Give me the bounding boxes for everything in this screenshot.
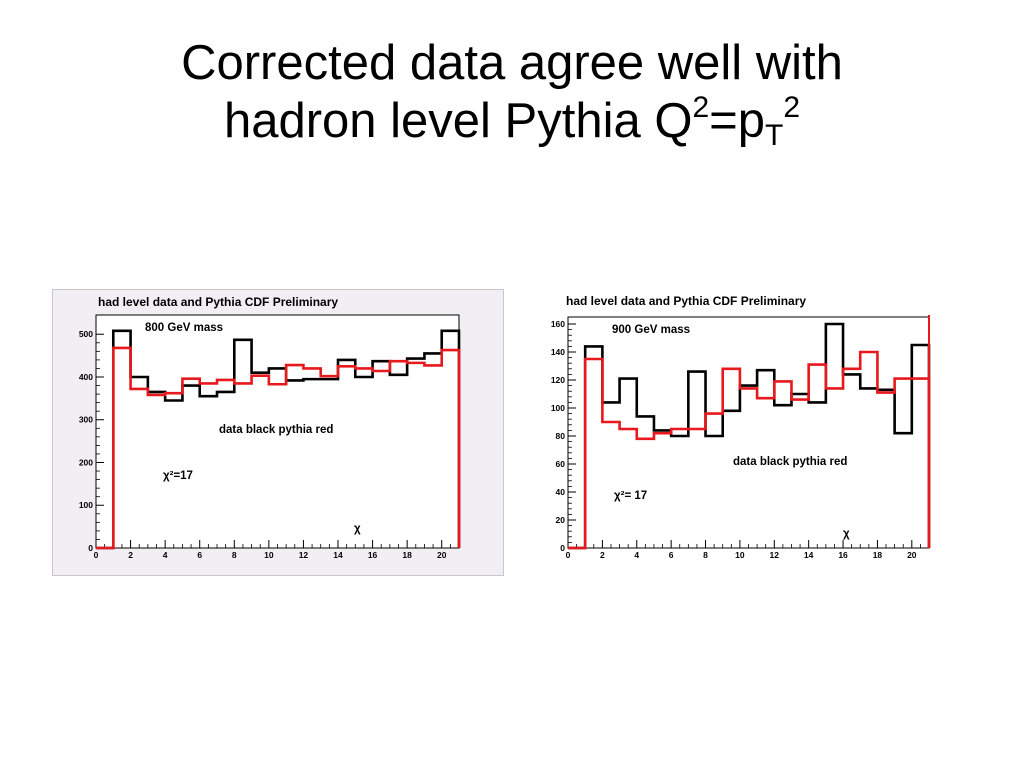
chart-panel-900gev: had level data and Pythia CDF Preliminar…: [546, 288, 934, 568]
x-tick-label: 4: [163, 550, 168, 560]
x-tick-label: 14: [804, 550, 814, 560]
y-tick-label: 500: [79, 329, 93, 339]
title-line-2-text: hadron level Pythia Q: [223, 94, 693, 148]
plot-frame: [95, 314, 460, 549]
chart-800gev-histogram: had level data and Pythia CDF Preliminar…: [79, 295, 461, 560]
x-tick-label: 4: [634, 550, 639, 560]
title-line-1: Corrected data agree well with: [181, 36, 843, 90]
title-line-2: hadron level Pythia Q2=pT2: [60, 91, 964, 152]
legend-annotation: data black pythia red: [219, 424, 333, 436]
x-tick-label: 10: [264, 550, 274, 560]
x-tick-label: 8: [703, 550, 708, 560]
x-tick-label: 12: [299, 550, 309, 560]
y-tick-label: 160: [551, 319, 565, 329]
title-q-exponent: 2: [692, 91, 710, 124]
x-tick-label: 20: [907, 550, 917, 560]
mass-annotation: 800 GeV mass: [145, 322, 223, 334]
y-tick-label: 300: [79, 415, 93, 425]
x-tick-label: 12: [770, 550, 780, 560]
chart-900gev-histogram: had level data and Pythia CDF Preliminar…: [551, 294, 931, 560]
x-tick-label: 6: [197, 550, 202, 560]
x-tick-label: 14: [333, 550, 343, 560]
mass-annotation: 900 GeV mass: [612, 324, 690, 336]
x-tick-label: 2: [128, 550, 133, 560]
chart-panel-800gev: had level data and Pythia CDF Preliminar…: [52, 289, 504, 576]
histogram-data-series: [96, 329, 461, 550]
legend-annotation: data black pythia red: [733, 456, 847, 468]
y-tick-label: 80: [556, 431, 566, 441]
y-tick-label: 0: [560, 543, 565, 553]
y-tick-label: 20: [556, 515, 566, 525]
y-tick-label: 40: [556, 487, 566, 497]
histogram-pythia-series: [96, 346, 461, 550]
chart-title: had level data and Pythia CDF Preliminar…: [98, 295, 338, 309]
y-tick-label: 400: [79, 372, 93, 382]
y-tick-label: 100: [79, 500, 93, 510]
chi2-annotation: χ²= 17: [614, 490, 647, 502]
title-equals-p: =p: [709, 94, 766, 148]
y-tick-label: 60: [556, 459, 566, 469]
x-tick-label: 18: [402, 550, 412, 560]
x-tick-label: 6: [669, 550, 674, 560]
slide-title: Corrected data agree well with hadron le…: [60, 34, 964, 152]
chi2-annotation: χ²=17: [163, 470, 193, 482]
chart-title: had level data and Pythia CDF Preliminar…: [566, 294, 806, 308]
x-tick-label: 20: [437, 550, 447, 560]
x-tick-label: 18: [873, 550, 883, 560]
histogram-pythia-series: [568, 350, 931, 550]
plot-frame: [567, 316, 930, 549]
x-tick-label: 8: [232, 550, 237, 560]
x-tick-label: 16: [368, 550, 378, 560]
x-tick-label: 16: [838, 550, 848, 560]
x-tick-label: 10: [735, 550, 745, 560]
y-tick-label: 0: [88, 543, 93, 553]
title-t-subscript: T: [765, 119, 784, 152]
y-tick-label: 100: [551, 403, 565, 413]
x-axis-label: χ: [843, 528, 850, 540]
x-tick-label: 0: [566, 550, 571, 560]
x-axis-label: χ: [354, 523, 361, 535]
x-tick-label: 2: [600, 550, 605, 560]
y-tick-label: 140: [551, 347, 565, 357]
x-tick-label: 0: [94, 550, 99, 560]
title-pt-exponent: 2: [783, 91, 801, 124]
y-tick-label: 120: [551, 375, 565, 385]
y-tick-label: 200: [79, 457, 93, 467]
